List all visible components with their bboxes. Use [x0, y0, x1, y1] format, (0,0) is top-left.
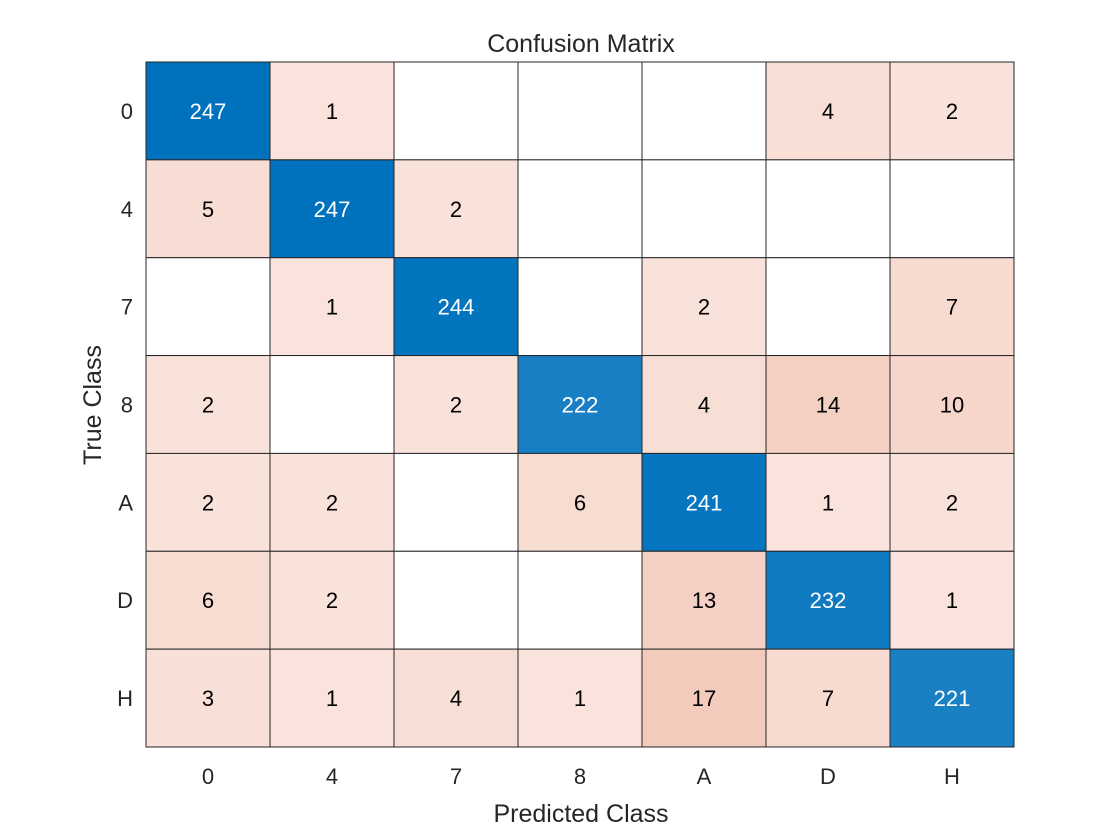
heatmap-cell	[145, 355, 271, 454]
heatmap-cell	[269, 61, 395, 161]
x-axis-label: Predicted Class	[493, 800, 668, 828]
cell-value-label: 232	[810, 588, 847, 613]
heatmap-cell	[393, 648, 519, 748]
x-tick-label: A	[697, 764, 712, 789]
heatmap-cell	[889, 257, 1015, 357]
heatmap-cell	[889, 61, 1015, 161]
heatmap-cell	[765, 452, 891, 552]
cell-value-label: 2	[202, 490, 214, 515]
heatmap-cell	[765, 648, 891, 748]
y-tick-label: 0	[121, 99, 133, 124]
cell-value-label: 1	[326, 295, 338, 320]
x-tick-label: 4	[326, 764, 338, 789]
heatmap-cell	[145, 159, 271, 259]
cell-value-label: 3	[202, 686, 214, 711]
cell-value-label: 4	[698, 393, 710, 418]
x-tick-label: H	[944, 764, 960, 789]
y-tick-label: D	[117, 588, 133, 613]
heatmap-cell	[765, 159, 891, 259]
chart-title: Confusion Matrix	[487, 30, 675, 58]
cell-value-label: 247	[314, 197, 351, 222]
cell-value-label: 247	[190, 99, 227, 124]
cell-value-label: 222	[562, 393, 599, 418]
cell-value-label: 10	[940, 393, 964, 418]
cell-value-label: 241	[686, 490, 723, 515]
heatmap-cell	[145, 648, 271, 748]
cell-value-label: 2	[326, 490, 338, 515]
x-tick-labels: 0 4 7 8 A D H	[202, 764, 960, 789]
heatmap-cell	[393, 452, 519, 552]
y-tick-label: A	[118, 490, 133, 515]
heatmap-cell	[889, 648, 1015, 748]
cell-value-label: 2	[450, 197, 462, 222]
x-tick-label: 8	[574, 764, 586, 789]
cell-value-label: 2	[698, 295, 710, 320]
heatmap-cell	[641, 452, 767, 552]
heatmap-cell	[889, 355, 1015, 454]
heatmap-cell	[393, 550, 519, 650]
cell-value-label: 6	[574, 490, 586, 515]
heatmap-cell	[889, 452, 1015, 552]
cell-value-label: 7	[946, 295, 958, 320]
cell-value-label: 1	[822, 490, 834, 515]
y-tick-label: 4	[121, 197, 133, 222]
heatmap-cell	[641, 61, 767, 161]
heatmap-cell	[765, 550, 891, 650]
cell-value-label: 2	[202, 393, 214, 418]
cell-value-label: 4	[822, 99, 834, 124]
cell-value-label: 14	[816, 393, 840, 418]
x-tick-label: D	[820, 764, 836, 789]
cell-value-label: 7	[822, 686, 834, 711]
heatmap-cell	[517, 61, 643, 161]
cell-value-label: 4	[450, 686, 462, 711]
heatmap-cell	[269, 159, 395, 259]
heatmap-cell	[269, 355, 395, 454]
heatmap-cell	[765, 355, 891, 454]
y-tick-label: 7	[121, 295, 133, 320]
cell-value-label: 2	[946, 490, 958, 515]
x-tick-label: 7	[450, 764, 462, 789]
cell-value-label: 17	[692, 686, 716, 711]
heatmap-cell	[517, 355, 643, 454]
heatmap-cell	[145, 61, 271, 161]
cell-value-label: 2	[450, 393, 462, 418]
y-tick-labels: 0 4 7 8 A D H	[117, 99, 133, 711]
cell-value-label: 1	[574, 686, 586, 711]
x-tick-label: 0	[202, 764, 214, 789]
heatmap-cell	[269, 452, 395, 552]
cell-value-label: 1	[946, 588, 958, 613]
heatmap-cell	[765, 61, 891, 161]
cell-value-label: 221	[934, 686, 971, 711]
heatmap-cell	[517, 159, 643, 259]
heatmap-cell	[641, 257, 767, 357]
cell-value-label: 5	[202, 197, 214, 222]
y-tick-label: 8	[121, 393, 133, 418]
cell-value-label: 6	[202, 588, 214, 613]
heatmap-cell	[517, 452, 643, 552]
heatmap-cell	[765, 257, 891, 357]
heatmap-cell	[889, 159, 1015, 259]
y-axis-label: True Class	[79, 345, 107, 465]
heatmap-cell	[641, 355, 767, 454]
cell-value-label: 1	[326, 686, 338, 711]
heatmap-cell	[269, 550, 395, 650]
cell-value-label: 2	[946, 99, 958, 124]
heatmap-cell	[517, 257, 643, 357]
cell-value-label: 2	[326, 588, 338, 613]
cell-value-label: 13	[692, 588, 716, 613]
heatmap-cell	[145, 257, 271, 357]
heatmap-cell	[517, 550, 643, 650]
heatmap-cell	[145, 452, 271, 552]
y-tick-label: H	[117, 686, 133, 711]
heatmap-cells: 247 1 4 25 247 21 244 2 72 2 222 4 14 102 2 6 241 1 26 2 13 2…	[145, 61, 1015, 748]
heatmap-cell	[269, 257, 395, 357]
heatmap-cell	[641, 159, 767, 259]
heatmap-cell	[393, 61, 519, 161]
cell-value-label: 244	[438, 295, 475, 320]
heatmap-cell	[889, 550, 1015, 650]
heatmap-cell	[393, 355, 519, 454]
cell-value-label: 1	[326, 99, 338, 124]
